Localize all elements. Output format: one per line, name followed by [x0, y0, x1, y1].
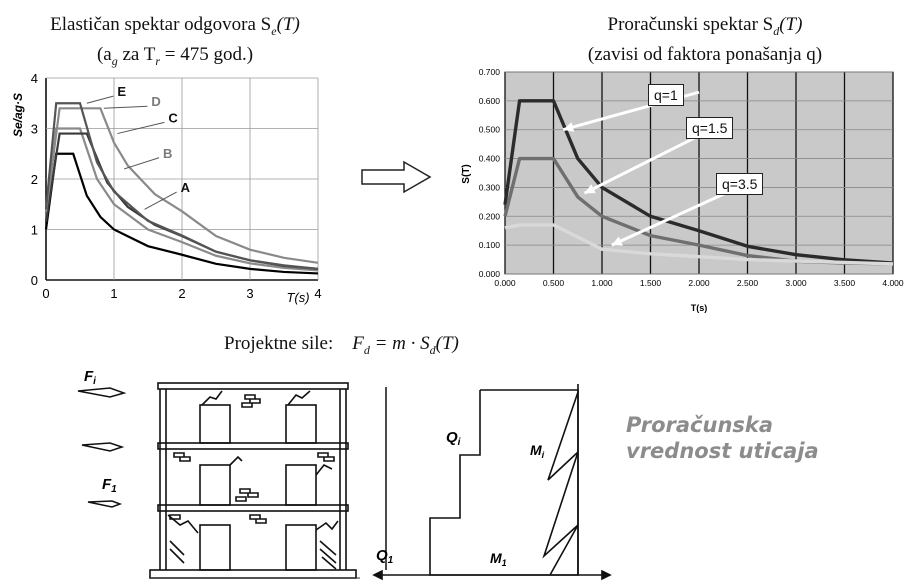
right-y-tick: 0.700: [479, 67, 501, 77]
force-arrow-middle-icon: [81, 442, 125, 452]
left-leader-line: [124, 157, 160, 170]
building-frame-sketch: Fi F1: [77, 368, 387, 579]
right-y-tick: 0.600: [479, 96, 501, 106]
left-leader-line: [103, 105, 148, 109]
right-title-line1: Proračunski spektar Sd(T): [607, 14, 803, 38]
right-chart-title: Proračunski spektar Sd(T) (zavisi od fak…: [535, 13, 875, 67]
left-y-tick: 0: [31, 273, 38, 288]
right-x-tick: 1.500: [640, 278, 662, 288]
left-y-tick: 4: [31, 71, 38, 86]
left-x-tick: 0: [42, 286, 49, 301]
right-title-line2: (zavisi od faktora ponašanja q): [587, 43, 823, 65]
left-grid: [45, 77, 319, 281]
callout-arrowhead-0: [563, 122, 575, 132]
right-curve-0: [503, 99, 894, 265]
right-design-spectrum-chart: 0.000 0.500 1.000 1.500 2.000 2.500 3.000 3.500…: [461, 67, 904, 313]
left-curve-labels: E DC B A: [86, 84, 191, 210]
left-curve-label-d: D: [151, 94, 160, 109]
right-curves: [503, 99, 894, 266]
right-y-tick: 0.000: [479, 269, 501, 279]
shear-step-line: [429, 389, 579, 576]
left-curve-label-c: C: [168, 110, 178, 125]
right-x-tick: 2.000: [688, 278, 710, 288]
right-grid: [504, 71, 894, 275]
design-effect-inscription: Proračunska vrednost uticaja: [626, 412, 819, 464]
left-curve-d: [44, 107, 319, 264]
right-y-tick: 0.300: [479, 182, 501, 192]
right-x-tick: 0.500: [543, 278, 565, 288]
left-ylabel: Se/ag·S: [11, 93, 25, 137]
left-elastic-spectrum-chart: 0 1 2 3 4 0 1 2 3 4 E DC B A Se/ag·S T(s): [11, 71, 322, 305]
right-y-tick: 0.500: [479, 125, 501, 135]
force-arrow-top-icon: [77, 387, 127, 398]
right-y-tick: 0.100: [479, 240, 501, 250]
transition-arrow-icon: [361, 160, 432, 194]
inscription-line1: Proračunska: [626, 413, 774, 437]
right-curve-2: [504, 223, 894, 266]
design-force-formula: Projektne sile: Fd = m · Sd(T): [224, 333, 459, 357]
force-label-bottom: F1: [102, 476, 117, 495]
callout-arrowhead-1: [584, 184, 596, 194]
left-y-tick: 2: [31, 172, 38, 187]
left-title-line2: (ag za Tr = 475 god.): [96, 43, 254, 68]
left-chart-title: Elastičan spektar odgovora Se(T) (ag za …: [0, 13, 350, 73]
left-curves: [44, 102, 319, 275]
right-ylabel: S(T): [461, 164, 472, 183]
left-y-tick: 3: [31, 122, 38, 137]
left-leader-line: [86, 95, 114, 104]
right-x-tick: 4.000: [882, 278, 904, 288]
right-y-tick: 0.200: [479, 211, 501, 221]
left-leader-line: [117, 121, 165, 135]
moment-zigzag-line: [542, 391, 579, 576]
left-curve-a: [44, 152, 319, 275]
callout-q15: q=1.5: [686, 117, 734, 139]
moment-label-bottom: M1: [490, 550, 507, 568]
left-x-tick: 2: [178, 286, 185, 301]
left-leader-line: [144, 191, 177, 210]
left-x-tick: 4: [314, 286, 321, 301]
right-x-tick: 2.500: [737, 278, 759, 288]
left-curve-e: [44, 102, 319, 270]
callout-arrowhead-2: [611, 236, 623, 246]
left-x-tick: 1: [110, 286, 117, 301]
callout-q1: q=1: [648, 84, 684, 106]
callout-q35: q=3.5: [716, 173, 764, 195]
shear-moment-diagram-chart: Qi Q1 Mi M1: [372, 384, 612, 581]
right-x-tick: 3.000: [785, 278, 807, 288]
right-ticks: 0.000 0.500 1.000 1.500 2.000 2.500 3.000 3.500…: [479, 67, 904, 288]
left-y-tick: 1: [31, 223, 38, 238]
left-curve-b: [44, 127, 319, 272]
left-title-line1: Elastičan spektar odgovora Se(T): [50, 14, 300, 38]
left-x-tick: 3: [246, 286, 253, 301]
right-x-tick: 3.500: [834, 278, 856, 288]
left-xlabel: T(s): [286, 290, 309, 305]
left-curve-label-a: A: [181, 180, 191, 195]
right-x-tick: 1.000: [591, 278, 613, 288]
moment-label-top: Mi: [530, 442, 545, 460]
force-arrow-bottom-icon: [87, 500, 123, 508]
right-y-tick: 0.400: [479, 154, 501, 164]
shear-label-top: Qi: [446, 429, 461, 448]
left-curve-label-b: B: [163, 146, 172, 161]
left-ticks: 0 1 2 3 4 0 1 2 3 4: [31, 71, 322, 301]
right-xlabel: T(s): [691, 303, 708, 313]
inscription-line2: vrednost uticaja: [626, 439, 819, 463]
shear-label-bottom: Q1: [376, 547, 394, 566]
force-label-top: Fi: [84, 368, 96, 387]
right-x-tick: 0.000: [494, 278, 516, 288]
frame-structure: [149, 382, 357, 579]
left-curve-label-e: E: [117, 84, 126, 99]
